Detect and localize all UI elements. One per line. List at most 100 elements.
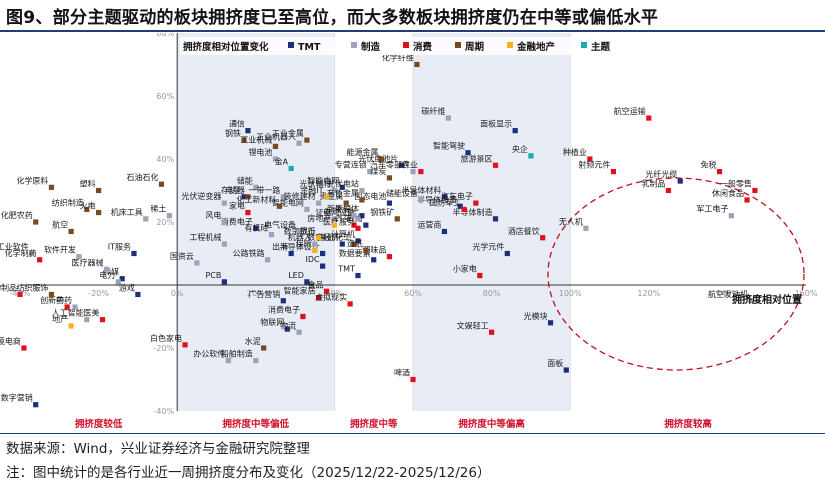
- point-label: 有机硅: [245, 223, 269, 233]
- point-label: 证券: [315, 207, 331, 217]
- point-marker: [84, 206, 90, 212]
- x-tick-label: 60%: [404, 289, 422, 298]
- point-marker: [339, 184, 345, 190]
- point-label: 光学元件: [472, 242, 504, 252]
- point-label: 煤炭: [370, 166, 386, 176]
- point-label: 能源金属: [347, 147, 379, 157]
- point-label: 办公软件: [193, 349, 225, 359]
- point-marker: [351, 222, 357, 228]
- point-marker: [72, 304, 78, 310]
- point-marker: [748, 298, 754, 304]
- point-marker: [347, 301, 353, 307]
- point-marker: [355, 225, 361, 231]
- point-label: 小家电: [453, 264, 477, 274]
- point-label: 储能: [237, 175, 253, 185]
- point-label: 航空运输: [614, 106, 646, 116]
- point-label: 光伏辅材: [299, 179, 331, 189]
- point-marker: [744, 197, 750, 203]
- legend-swatch: [351, 42, 357, 48]
- point-label: 航空发动机: [708, 289, 748, 299]
- point-label: 国资云: [170, 251, 194, 261]
- point-marker: [320, 263, 326, 269]
- title-rule: [0, 30, 825, 32]
- point-label: 有色金属: [327, 188, 359, 198]
- y-tick-label: 40%: [156, 155, 174, 164]
- point-label: 射频元件: [578, 160, 610, 170]
- point-label: 半导体设备: [417, 194, 457, 204]
- point-marker: [492, 162, 499, 168]
- point-label: 乳制品: [641, 179, 665, 189]
- point-marker: [48, 291, 55, 298]
- point-label: 机床工具: [111, 207, 143, 217]
- point-label: 塑料: [80, 179, 96, 189]
- point-marker: [355, 238, 361, 244]
- point-marker: [68, 228, 74, 235]
- point-label: 锂电池: [248, 147, 272, 157]
- point-marker: [304, 137, 310, 143]
- point-marker: [17, 291, 23, 298]
- point-label: 医美: [84, 308, 100, 318]
- point-marker: [323, 194, 330, 200]
- point-label: 石油石化: [126, 172, 158, 182]
- point-label: 电力: [99, 270, 115, 280]
- point-label: 存储器: [221, 185, 245, 195]
- point-marker: [304, 206, 310, 212]
- band-label: 拥挤度中等偏低: [223, 418, 290, 430]
- point-marker: [587, 156, 593, 162]
- point-marker: [473, 200, 479, 206]
- point-label: 调味品: [362, 245, 386, 255]
- point-marker: [343, 200, 349, 206]
- point-marker: [221, 200, 227, 206]
- high-crowding-highlight-ellipse: [547, 177, 805, 371]
- point-marker: [371, 257, 377, 263]
- y-tick-label: 60%: [156, 92, 174, 101]
- point-label: 化学纤维: [382, 53, 414, 63]
- point-label: 银行: [300, 226, 316, 236]
- point-marker: [21, 345, 27, 351]
- y-tick-label: 80%: [156, 33, 174, 38]
- legend-swatch: [581, 42, 587, 48]
- point-label: TMT: [337, 265, 355, 274]
- point-marker: [245, 194, 251, 200]
- point-label: 工程机械: [189, 232, 221, 242]
- point-marker: [355, 216, 361, 222]
- point-label: 家电: [229, 201, 245, 211]
- point-label: 工业金属: [272, 128, 304, 138]
- point-label: 物联网: [260, 317, 284, 327]
- point-label: 造纸: [347, 238, 363, 248]
- point-marker: [296, 140, 302, 146]
- point-label: 金融IT: [300, 185, 323, 195]
- x-tick-label: 0%: [171, 289, 184, 298]
- point-marker: [48, 184, 55, 190]
- point-label: 电气设备: [264, 219, 296, 229]
- point-marker: [359, 213, 365, 219]
- x-tick-label: -20%: [88, 289, 109, 298]
- point-label: 生物制品: [0, 282, 17, 292]
- point-label: 智能电网: [272, 197, 304, 207]
- point-label: 水泥: [245, 336, 261, 346]
- point-marker: [331, 222, 337, 228]
- point-marker: [610, 169, 617, 175]
- point-label: 公路铁路: [233, 248, 265, 258]
- point-marker: [135, 291, 141, 298]
- point-marker: [76, 254, 82, 260]
- point-marker: [316, 235, 322, 241]
- legend-entry: TMT: [298, 42, 321, 53]
- point-label: 机器人: [288, 232, 312, 242]
- point-label: 金A: [275, 156, 289, 166]
- point-label: 光纤光缆: [645, 169, 677, 179]
- point-marker: [547, 320, 554, 326]
- point-marker: [194, 260, 200, 266]
- point-label: 纺织制造: [52, 197, 84, 207]
- footnote: 注：图中统计的是各行业近一周拥挤度分布及变化（2025/12/22-2025/1…: [6, 465, 491, 481]
- point-marker: [461, 206, 467, 212]
- point-label: IT服务: [108, 242, 131, 252]
- point-label: 旅游景区: [461, 153, 493, 163]
- point-marker: [288, 250, 294, 257]
- point-marker: [33, 219, 39, 225]
- point-label: 通信: [229, 119, 245, 129]
- point-label: 纺织服饰: [16, 282, 48, 292]
- point-marker: [418, 197, 424, 203]
- point-marker: [492, 216, 499, 222]
- legend-bg: [180, 37, 590, 55]
